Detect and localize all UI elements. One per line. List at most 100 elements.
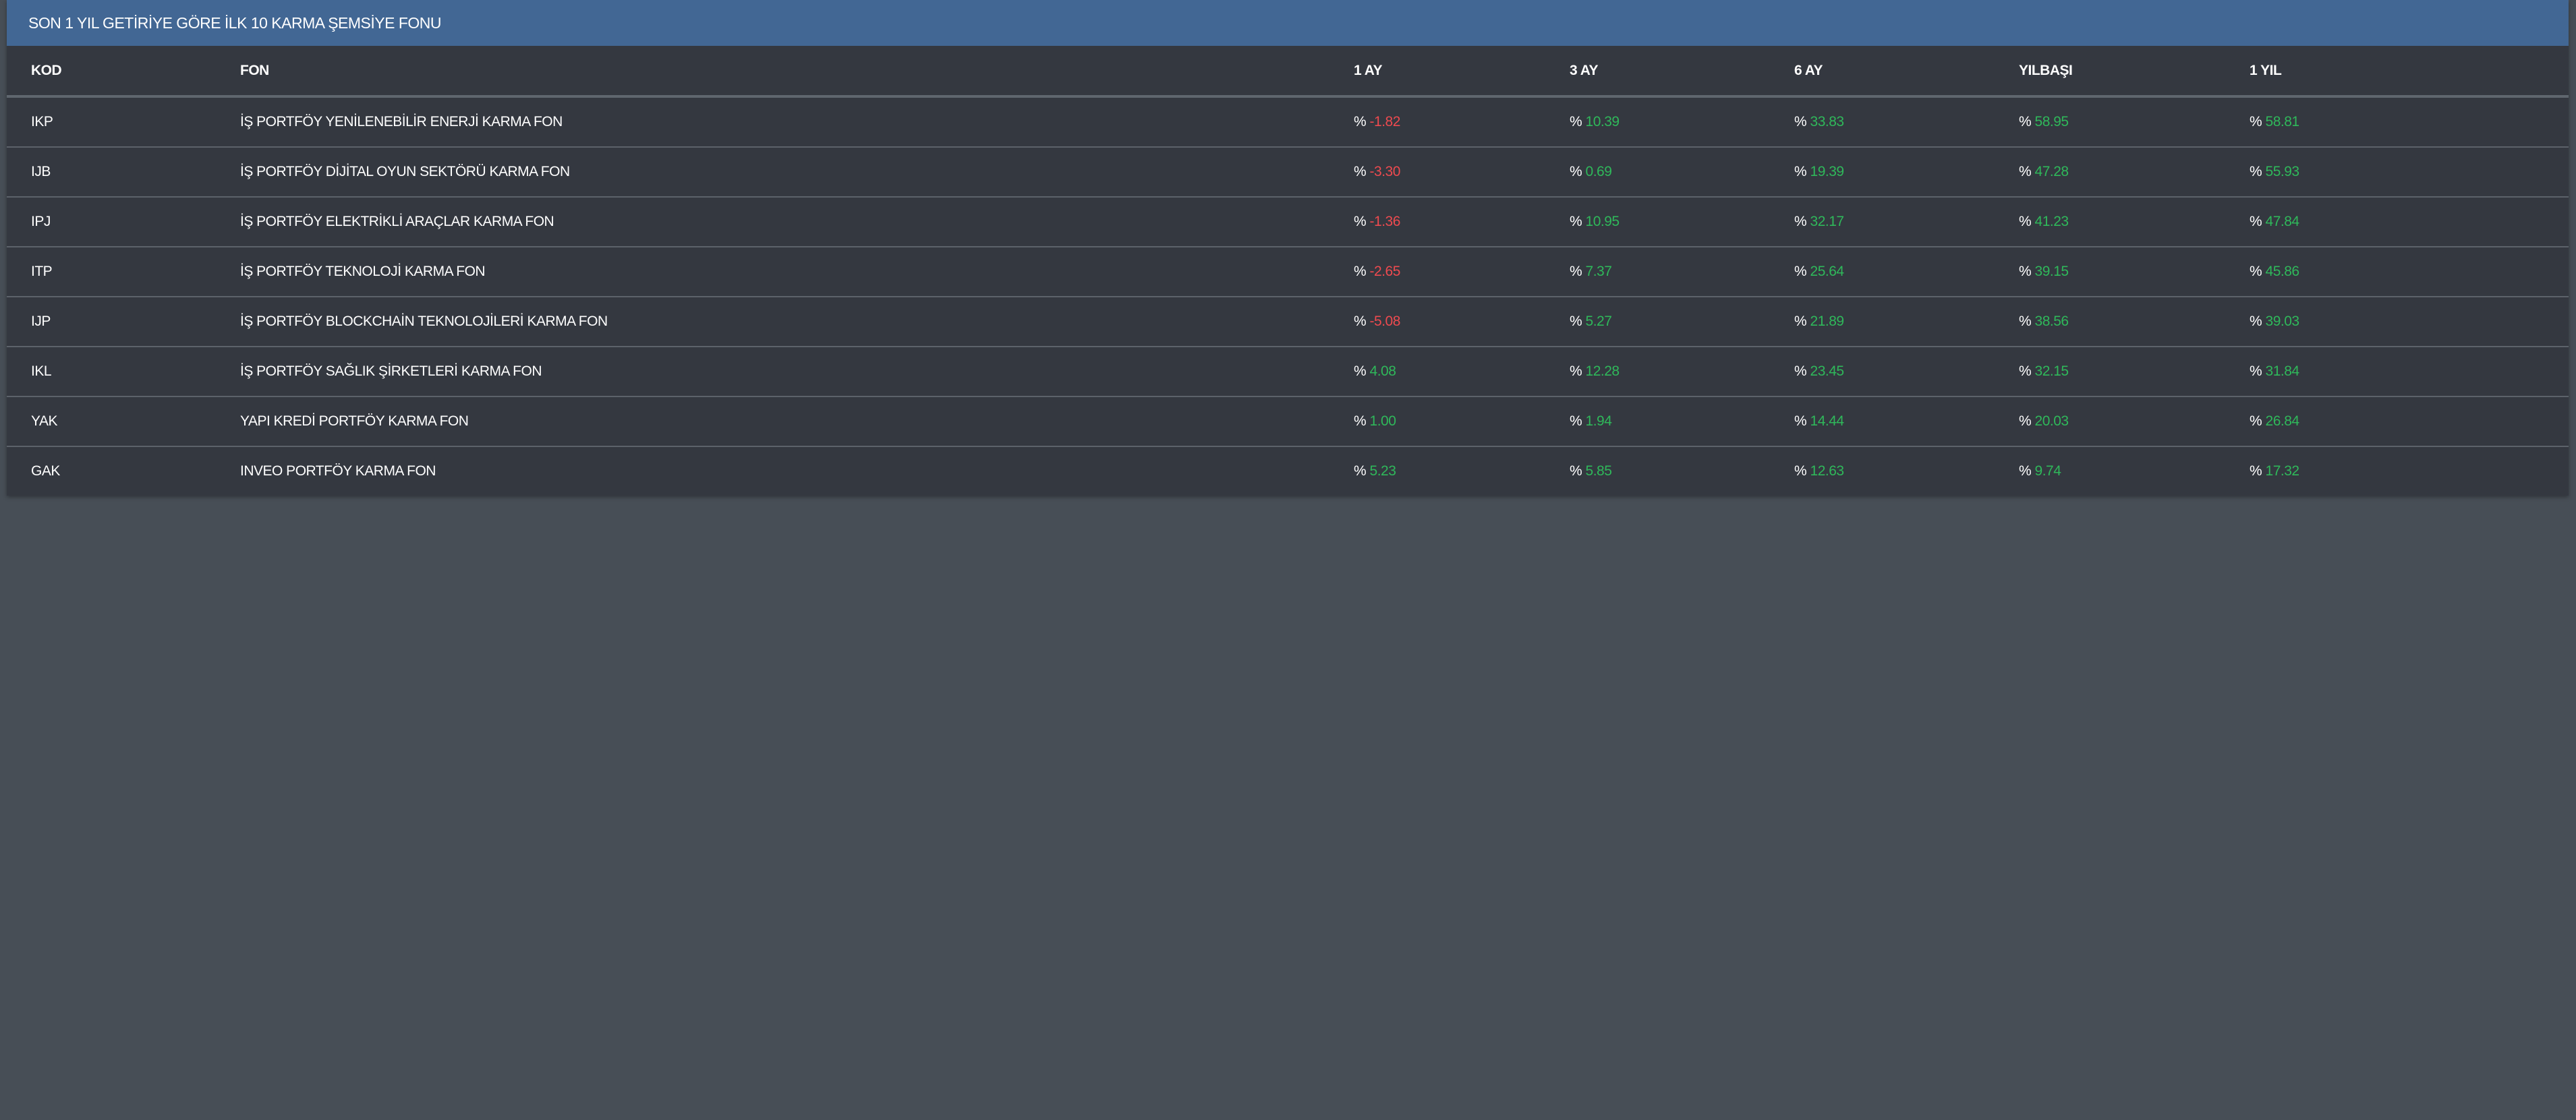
return-value: 39.03 <box>2265 314 2300 329</box>
percent-sign: % <box>1354 314 1367 329</box>
table-row[interactable]: GAK INVEO PORTFÖY KARMA FON % 5.23% 5.85%… <box>7 446 2569 496</box>
return-value: -1.82 <box>1369 114 1401 129</box>
percent-sign: % <box>2250 114 2262 129</box>
return-value: 4.08 <box>1369 363 1396 379</box>
return-6-ay: % 12.63 <box>1794 446 2019 496</box>
column-header-1-yil[interactable]: 1 YIL <box>2250 62 2282 78</box>
percent-sign: % <box>1354 264 1367 279</box>
percent-sign: % <box>1794 264 1807 279</box>
percent-sign: % <box>2250 314 2262 329</box>
percent-sign: % <box>1570 463 1582 479</box>
fund-name[interactable]: YAPI KREDİ PORTFÖY KARMA FON <box>240 396 1354 447</box>
table-row[interactable]: IJB İŞ PORTFÖY DİJİTAL OYUN SEKTÖRÜ KARM… <box>7 147 2569 198</box>
table-row[interactable]: IKP İŞ PORTFÖY YENİLENEBİLİR ENERJİ KARM… <box>7 96 2569 148</box>
table-row[interactable]: YAK YAPI KREDİ PORTFÖY KARMA FON% 1.00 % … <box>7 396 2569 447</box>
percent-sign: % <box>1354 114 1367 129</box>
percent-sign: % <box>1570 264 1582 279</box>
return-yilbasi: % 47.28 <box>2019 147 2250 198</box>
fund-code[interactable]: IPJ <box>7 197 240 247</box>
percent-sign: % <box>2019 164 2032 179</box>
fund-code[interactable]: IKL <box>7 347 240 397</box>
percent-sign: % <box>2019 314 2032 329</box>
percent-sign: % <box>2250 363 2262 379</box>
return-3-ay: % 0.69 <box>1570 147 1794 198</box>
fund-name[interactable]: INVEO PORTFÖY KARMA FON <box>240 463 436 479</box>
return-value: 14.44 <box>1810 413 1845 429</box>
return-3-ay: % 10.95 <box>1570 197 1794 247</box>
column-header-6-ay[interactable]: 6 AY <box>1794 62 1823 78</box>
fund-code[interactable]: GAK <box>31 463 60 479</box>
return-1-yil: % 26.84 <box>2250 396 2569 447</box>
return-value: 5.27 <box>1585 314 1612 329</box>
return-1-yil: % 47.84 <box>2250 197 2569 247</box>
percent-sign: % <box>1354 463 1367 479</box>
column-header-fon[interactable]: FON <box>240 62 269 78</box>
fund-name[interactable]: İŞ PORTFÖY BLOCKCHAİN TEKNOLOJİLERİ KARM… <box>240 297 1354 347</box>
percent-sign: % <box>1794 314 1807 329</box>
return-value: 55.93 <box>2265 164 2300 179</box>
percent-sign: % <box>2250 214 2262 229</box>
return-1-ay: % 5.23 <box>1354 446 1570 496</box>
return-value: 0.69 <box>1585 164 1612 179</box>
return-value: 1.00 <box>1369 413 1396 429</box>
card-title: SON 1 YIL GETİRİYE GÖRE İLK 10 KARMA ŞEM… <box>7 0 2569 46</box>
percent-sign: % <box>1354 363 1367 379</box>
fund-name[interactable]: İŞ PORTFÖY TEKNOLOJİ KARMA FON <box>240 247 1354 297</box>
return-value: 45.86 <box>2265 264 2300 279</box>
table-header-row: KOD FON 1 AY 3 AY 6 AY YILBAŞI 1 YIL <box>7 46 2569 96</box>
fund-name[interactable]: İŞ PORTFÖY SAĞLIK ŞİRKETLERİ KARMA FON <box>240 347 1354 397</box>
return-3-ay: % 12.28 <box>1570 347 1794 397</box>
return-1-ay: % -1.82 <box>1354 96 1570 148</box>
return-value: 31.84 <box>2265 363 2300 379</box>
percent-sign: % <box>1794 214 1807 229</box>
return-yilbasi: % 9.74 <box>2019 446 2250 496</box>
return-6-ay: % 19.39 <box>1794 147 2019 198</box>
return-value: 39.15 <box>2034 264 2069 279</box>
return-yilbasi: % 58.95 <box>2019 96 2250 148</box>
percent-sign: % <box>1570 164 1582 179</box>
return-1-ay: % -5.08 <box>1354 297 1570 347</box>
percent-sign: % <box>2250 264 2262 279</box>
fund-code[interactable]: IJP <box>7 297 240 347</box>
return-value: 19.39 <box>1810 164 1845 179</box>
return-1-yil: % 55.93 <box>2250 147 2569 198</box>
return-value: 23.45 <box>1810 363 1845 379</box>
column-header-1-ay[interactable]: 1 AY <box>1354 62 1382 78</box>
percent-sign: % <box>1354 214 1367 229</box>
percent-sign: % <box>1570 413 1582 429</box>
return-value: 38.56 <box>2034 314 2069 329</box>
column-header-kod[interactable]: KOD <box>31 62 62 78</box>
return-1-ay: % -3.30 <box>1354 147 1570 198</box>
return-1-ay: % 4.08 <box>1354 347 1570 397</box>
return-yilbasi: % 39.15 <box>2019 247 2250 297</box>
percent-sign: % <box>1570 363 1582 379</box>
return-value: 41.23 <box>2034 214 2069 229</box>
percent-sign: % <box>2019 114 2032 129</box>
return-value: 47.28 <box>2034 164 2069 179</box>
fund-name[interactable]: İŞ PORTFÖY DİJİTAL OYUN SEKTÖRÜ KARMA FO… <box>240 147 1354 198</box>
fund-code[interactable]: IJB <box>7 147 240 198</box>
return-value: 5.85 <box>1585 463 1612 479</box>
return-value: 10.95 <box>1585 214 1620 229</box>
return-1-yil: % 31.84 <box>2250 347 2569 397</box>
table-row[interactable]: IKL İŞ PORTFÖY SAĞLIK ŞİRKETLERİ KARMA F… <box>7 347 2569 397</box>
return-value: -3.30 <box>1369 164 1401 179</box>
table-row[interactable]: IJP İŞ PORTFÖY BLOCKCHAİN TEKNOLOJİLERİ … <box>7 297 2569 347</box>
return-value: 7.37 <box>1585 264 1612 279</box>
percent-sign: % <box>1794 164 1807 179</box>
fund-code[interactable]: ITP <box>7 247 240 297</box>
fund-code[interactable]: IKP <box>7 96 240 148</box>
percent-sign: % <box>1794 114 1807 129</box>
fund-code[interactable]: YAK <box>7 396 240 447</box>
percent-sign: % <box>2019 363 2032 379</box>
column-header-yilbasi[interactable]: YILBAŞI <box>2019 62 2073 78</box>
fund-name[interactable]: İŞ PORTFÖY YENİLENEBİLİR ENERJİ KARMA FO… <box>240 96 1354 148</box>
return-yilbasi: % 41.23 <box>2019 197 2250 247</box>
column-header-3-ay[interactable]: 3 AY <box>1570 62 1598 78</box>
table-row[interactable]: ITP İŞ PORTFÖY TEKNOLOJİ KARMA FON% -2.6… <box>7 247 2569 297</box>
return-value: -5.08 <box>1369 314 1401 329</box>
percent-sign: % <box>2250 164 2262 179</box>
table-row[interactable]: IPJ İŞ PORTFÖY ELEKTRİKLİ ARAÇLAR KARMA … <box>7 197 2569 247</box>
percent-sign: % <box>1570 114 1582 129</box>
fund-name[interactable]: İŞ PORTFÖY ELEKTRİKLİ ARAÇLAR KARMA FON <box>240 197 1354 247</box>
